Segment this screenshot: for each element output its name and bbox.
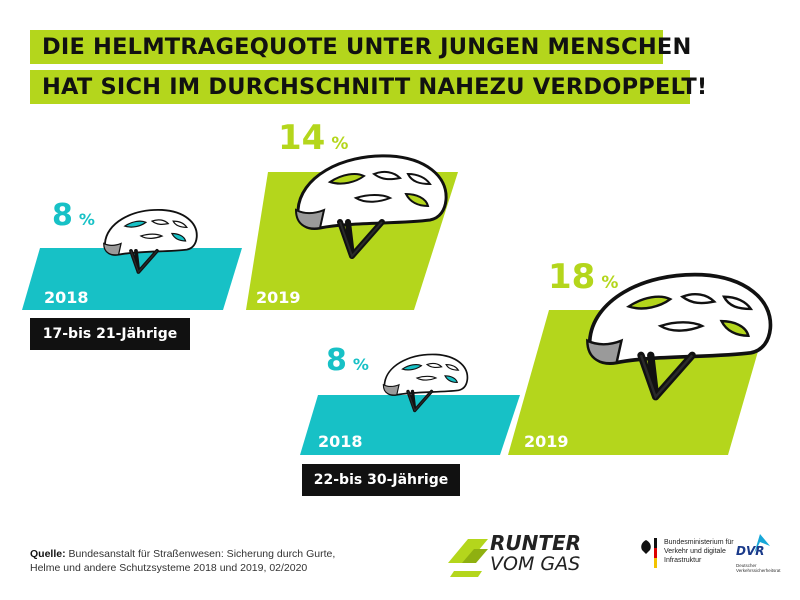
year-label-2019-group-1: 2019 [256, 288, 301, 307]
runter-logo-line-1: RUNTER [490, 531, 582, 555]
year-label-2019-group-2: 2019 [524, 432, 569, 451]
headline-line-2: HAT SICH IM DURCHSCHNITT NAHEZU VERDOPPE… [30, 70, 707, 104]
value-label-2019-group-2: 18% [548, 257, 619, 297]
year-label-2018-group-1: 2018 [44, 288, 89, 307]
value-label-2018-group-2: 8% [326, 343, 369, 378]
age-group-label-2: 22-bis 30-Jährige [302, 464, 460, 496]
age-group-label-1: 17-bis 21-Jährige [30, 318, 190, 350]
value-label-2019-group-1: 14% [278, 118, 349, 158]
source-label: Quelle: [30, 548, 66, 560]
dvr-logo-subtext: Deutscher Verkehrssicherheitsrat [736, 563, 781, 573]
runter-logo-line-2: VOM GAS [490, 553, 581, 575]
bar-2018-group-2 [300, 395, 520, 455]
runter-vom-gas-logo-mark [448, 539, 488, 577]
headline-line-1: DIE HELMTRAGEQUOTE UNTER JUNGEN MENSCHEN [30, 30, 691, 64]
source-text: Bundesanstalt für Straßenwesen: Sicherun… [30, 548, 336, 574]
ministry-logo-text: Bundesministerium für Verkehr und digita… [664, 539, 734, 564]
dvr-logo-text: DVR [736, 544, 765, 558]
value-label-2018-group-1: 8% [52, 198, 95, 233]
ministry-logo-mark [641, 538, 657, 568]
bar-2018-group-1 [22, 248, 242, 310]
source-note: Quelle: Bundesanstalt für Straßenwesen: … [30, 547, 360, 575]
dvr-logo-mark [754, 534, 770, 554]
year-label-2018-group-2: 2018 [318, 432, 363, 451]
